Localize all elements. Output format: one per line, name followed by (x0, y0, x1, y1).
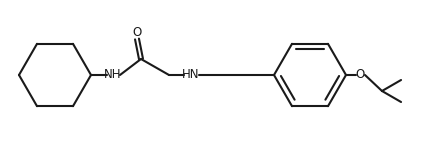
Text: O: O (132, 25, 141, 38)
Text: NH: NH (104, 69, 122, 82)
Text: O: O (355, 69, 365, 82)
Text: HN: HN (182, 69, 200, 82)
